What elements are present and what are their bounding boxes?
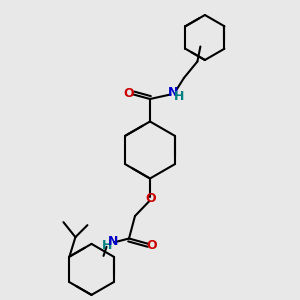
Text: O: O	[147, 239, 158, 252]
Text: H: H	[174, 89, 184, 103]
Text: H: H	[102, 238, 112, 252]
Text: N: N	[108, 235, 118, 248]
Text: N: N	[168, 85, 178, 99]
Text: O: O	[124, 86, 134, 100]
Text: O: O	[146, 192, 156, 205]
